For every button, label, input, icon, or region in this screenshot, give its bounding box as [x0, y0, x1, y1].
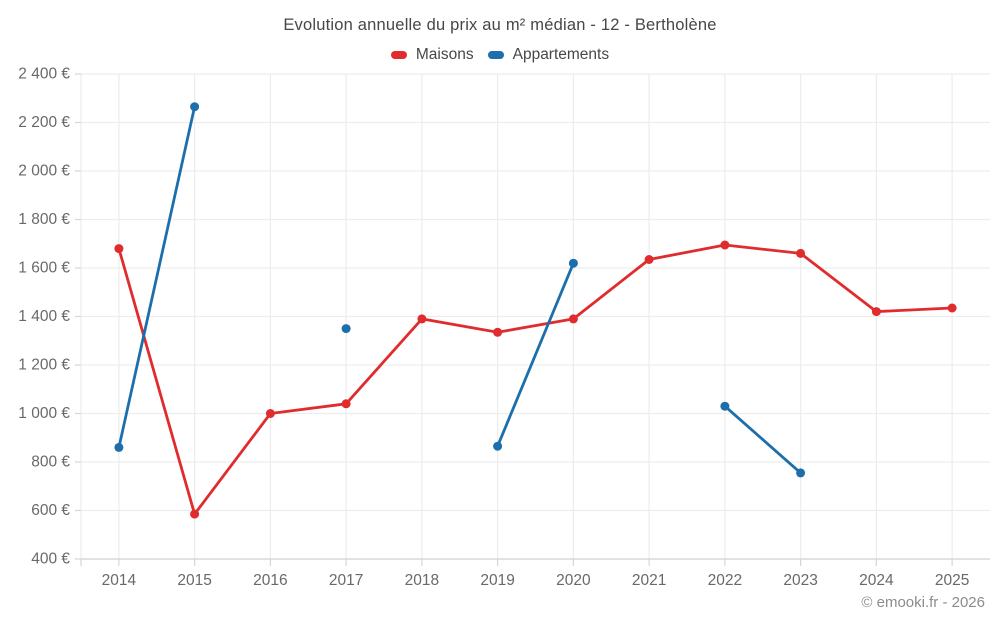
- data-point[interactable]: [190, 509, 200, 519]
- y-axis-label: 800 €: [31, 454, 70, 471]
- data-point[interactable]: [568, 258, 578, 268]
- x-axis-label: 2020: [556, 572, 591, 589]
- legend-label: Appartements: [512, 46, 610, 63]
- data-point[interactable]: [341, 324, 351, 334]
- y-axis-label: 400 €: [31, 551, 70, 568]
- x-axis-label: 2023: [783, 572, 817, 589]
- data-point[interactable]: [720, 401, 730, 411]
- y-axis-label: 1 600 €: [18, 260, 70, 277]
- x-axis-label: 2024: [859, 572, 894, 589]
- series-maisons[interactable]: [114, 240, 957, 519]
- x-axis-label: 2018: [405, 572, 439, 589]
- x-axis-label: 2014: [102, 572, 137, 589]
- x-axis-label: 2017: [329, 572, 363, 589]
- x-axis-label: 2022: [708, 572, 742, 589]
- series-appartements[interactable]: [114, 102, 806, 478]
- y-axis-label: 1 800 €: [18, 211, 70, 228]
- series-line: [117, 105, 802, 475]
- legend-swatch: [487, 51, 504, 59]
- data-point[interactable]: [114, 244, 124, 254]
- data-point[interactable]: [190, 102, 200, 112]
- x-axis-label: 2021: [632, 572, 666, 589]
- legend-swatch: [390, 51, 407, 59]
- data-point[interactable]: [417, 314, 427, 324]
- gridlines: [80, 73, 990, 560]
- data-point[interactable]: [265, 409, 275, 418]
- data-point[interactable]: [796, 248, 806, 258]
- data-point[interactable]: [493, 441, 503, 451]
- axis-lines-and-ticks: [75, 73, 990, 566]
- x-axis-label: 2015: [177, 572, 211, 589]
- y-axis-label: 1 200 €: [18, 357, 70, 374]
- data-point[interactable]: [720, 240, 730, 250]
- y-axis-label: 1 000 €: [18, 405, 70, 422]
- x-axis-label: 2016: [253, 572, 287, 589]
- chart-legend: Maisons Appartements: [0, 46, 1000, 64]
- y-axis-label: 2 400 €: [18, 66, 70, 83]
- data-point[interactable]: [644, 255, 654, 264]
- data-point[interactable]: [568, 314, 578, 324]
- legend-item-maisons[interactable]: Maisons: [390, 46, 474, 64]
- copyright-text: © emooki.fr - 2026: [861, 594, 985, 611]
- data-point[interactable]: [796, 468, 806, 478]
- x-axis-label: 2019: [480, 572, 514, 589]
- data-point[interactable]: [341, 399, 351, 409]
- data-point[interactable]: [493, 327, 503, 337]
- legend-item-appartements[interactable]: Appartements: [487, 46, 610, 64]
- series-line: [117, 243, 954, 516]
- chart-title: Evolution annuelle du prix au m² médian …: [283, 16, 717, 34]
- data-point[interactable]: [947, 303, 957, 313]
- data-point[interactable]: [871, 307, 881, 317]
- y-axis-label: 2 200 €: [18, 114, 70, 131]
- data-series[interactable]: [114, 102, 957, 519]
- legend-label: Maisons: [415, 46, 474, 63]
- axis-tick-labels: 400 € 600 € 800 € 1 000 € 1 200 € 1 400 € 1 60…: [18, 66, 969, 590]
- y-axis-label: 1 400 €: [18, 308, 70, 325]
- y-axis-label: 2 000 €: [18, 163, 70, 180]
- data-point[interactable]: [114, 442, 124, 452]
- y-axis-label: 600 €: [31, 502, 70, 519]
- x-axis-label: 2025: [935, 572, 969, 589]
